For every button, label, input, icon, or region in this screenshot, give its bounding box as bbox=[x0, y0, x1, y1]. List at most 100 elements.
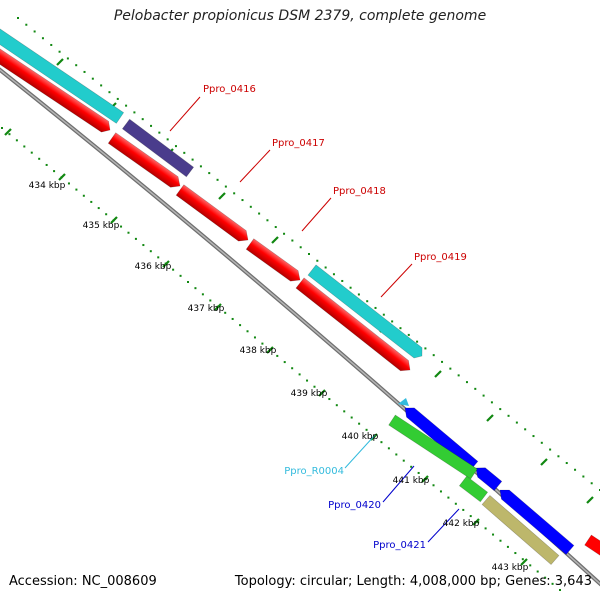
major-tick bbox=[266, 346, 274, 354]
tick-dot bbox=[8, 133, 11, 136]
feature-leader-line bbox=[239, 149, 271, 183]
purple-track-segment bbox=[121, 118, 195, 178]
tick-dot bbox=[25, 23, 28, 26]
tick-dot bbox=[350, 416, 353, 419]
tick-dot bbox=[274, 226, 277, 229]
tick-dot bbox=[343, 410, 346, 413]
tick-dot bbox=[365, 428, 368, 431]
feature-leader-line bbox=[169, 96, 201, 132]
tick-dot bbox=[506, 545, 509, 548]
scale-label: 438 kbp bbox=[240, 346, 277, 356]
major-tick bbox=[162, 260, 170, 268]
tick-dot bbox=[324, 266, 327, 269]
khaki-track-segment bbox=[481, 495, 560, 565]
tick-dot bbox=[316, 259, 319, 262]
tick-dot bbox=[283, 361, 286, 364]
tick-dot bbox=[283, 232, 286, 235]
tick-dot bbox=[149, 250, 152, 253]
tick-dot bbox=[499, 539, 502, 542]
tick-dot bbox=[141, 118, 144, 121]
tick-dot bbox=[216, 178, 219, 181]
tick-dot bbox=[529, 564, 532, 567]
tick-dot bbox=[484, 527, 487, 530]
tick-dot bbox=[191, 158, 194, 161]
tick-dot bbox=[224, 185, 227, 188]
tick-dot bbox=[298, 373, 301, 376]
major-tick bbox=[434, 370, 442, 378]
scale-label: 442 kbp bbox=[443, 519, 480, 529]
tick-dot bbox=[209, 299, 212, 302]
feature-leader-line bbox=[382, 465, 415, 503]
tick-dot bbox=[551, 582, 554, 585]
cds-ppro-0416 bbox=[107, 132, 181, 188]
scale-label: 434 kbp bbox=[29, 181, 66, 191]
tick-dot bbox=[58, 50, 61, 53]
tick-dot bbox=[50, 43, 53, 46]
feature-leader-line bbox=[301, 197, 332, 232]
major-tick bbox=[421, 475, 429, 483]
tick-dot bbox=[590, 482, 593, 485]
tick-dot bbox=[174, 145, 177, 148]
tick-dot bbox=[1, 127, 3, 129]
tick-dot bbox=[524, 428, 527, 431]
tick-dot bbox=[532, 435, 535, 438]
tick-dot bbox=[313, 385, 316, 388]
cds-ppro-next bbox=[584, 534, 600, 558]
cds-ppro-0417 bbox=[175, 184, 249, 242]
tick-dot bbox=[544, 576, 547, 579]
tick-dot bbox=[33, 30, 36, 33]
tick-dot bbox=[447, 496, 450, 499]
cds-ppro-0421 bbox=[475, 467, 503, 492]
major-tick bbox=[271, 236, 279, 244]
cyan-track-segment bbox=[0, 24, 125, 124]
feature-label: Ppro_0419 bbox=[414, 252, 467, 263]
tick-dot bbox=[559, 589, 561, 591]
tick-dot bbox=[30, 151, 33, 154]
tick-dot bbox=[183, 151, 186, 154]
tick-dot bbox=[67, 182, 70, 185]
tick-dot bbox=[469, 515, 472, 518]
tick-dot bbox=[328, 398, 331, 401]
major-tick bbox=[214, 303, 222, 311]
tick-dot bbox=[142, 244, 145, 247]
tick-dot bbox=[416, 340, 419, 343]
tick-dot bbox=[395, 453, 398, 456]
tick-dot bbox=[357, 293, 360, 296]
cds-ppro-0419 bbox=[295, 277, 411, 372]
scale-label: 435 kbp bbox=[83, 221, 120, 231]
tick-dot bbox=[391, 320, 394, 323]
tick-dot bbox=[515, 421, 518, 424]
tick-dot bbox=[557, 455, 560, 458]
tick-dot bbox=[332, 273, 335, 276]
feature-label: Ppro_0417 bbox=[272, 138, 325, 149]
outer-tick-line bbox=[17, 17, 600, 491]
tick-dot bbox=[457, 374, 460, 377]
feature-leader-line bbox=[344, 434, 376, 469]
scale-label: 440 kbp bbox=[342, 432, 379, 442]
tick-dot bbox=[574, 468, 577, 471]
tick-dot bbox=[410, 465, 413, 468]
tick-dot bbox=[432, 484, 435, 487]
tick-dot bbox=[15, 139, 18, 142]
tick-dot bbox=[521, 558, 524, 561]
tick-dot bbox=[172, 268, 175, 271]
scale-label: 441 kbp bbox=[393, 476, 430, 486]
tick-dot bbox=[120, 225, 123, 228]
tick-dot bbox=[514, 552, 517, 555]
feature-leader-line bbox=[427, 508, 460, 543]
tick-dot bbox=[125, 104, 128, 107]
major-tick bbox=[56, 58, 64, 66]
tick-dot bbox=[249, 205, 252, 208]
tick-dot bbox=[477, 521, 480, 524]
tick-dot bbox=[449, 367, 452, 370]
tick-dot bbox=[105, 213, 108, 216]
tick-dot bbox=[233, 192, 236, 195]
feature-label: Ppro_R0004 bbox=[284, 466, 344, 477]
scale-label: 443 kbp bbox=[492, 563, 529, 573]
tick-dot bbox=[299, 246, 302, 249]
tick-dot bbox=[41, 37, 44, 40]
tick-dot bbox=[380, 441, 383, 444]
tick-dot bbox=[474, 387, 477, 390]
feature-labels: Ppro_0416 Ppro_0417 Ppro_0418 Ppro_0419 Ppro… bbox=[169, 84, 467, 551]
